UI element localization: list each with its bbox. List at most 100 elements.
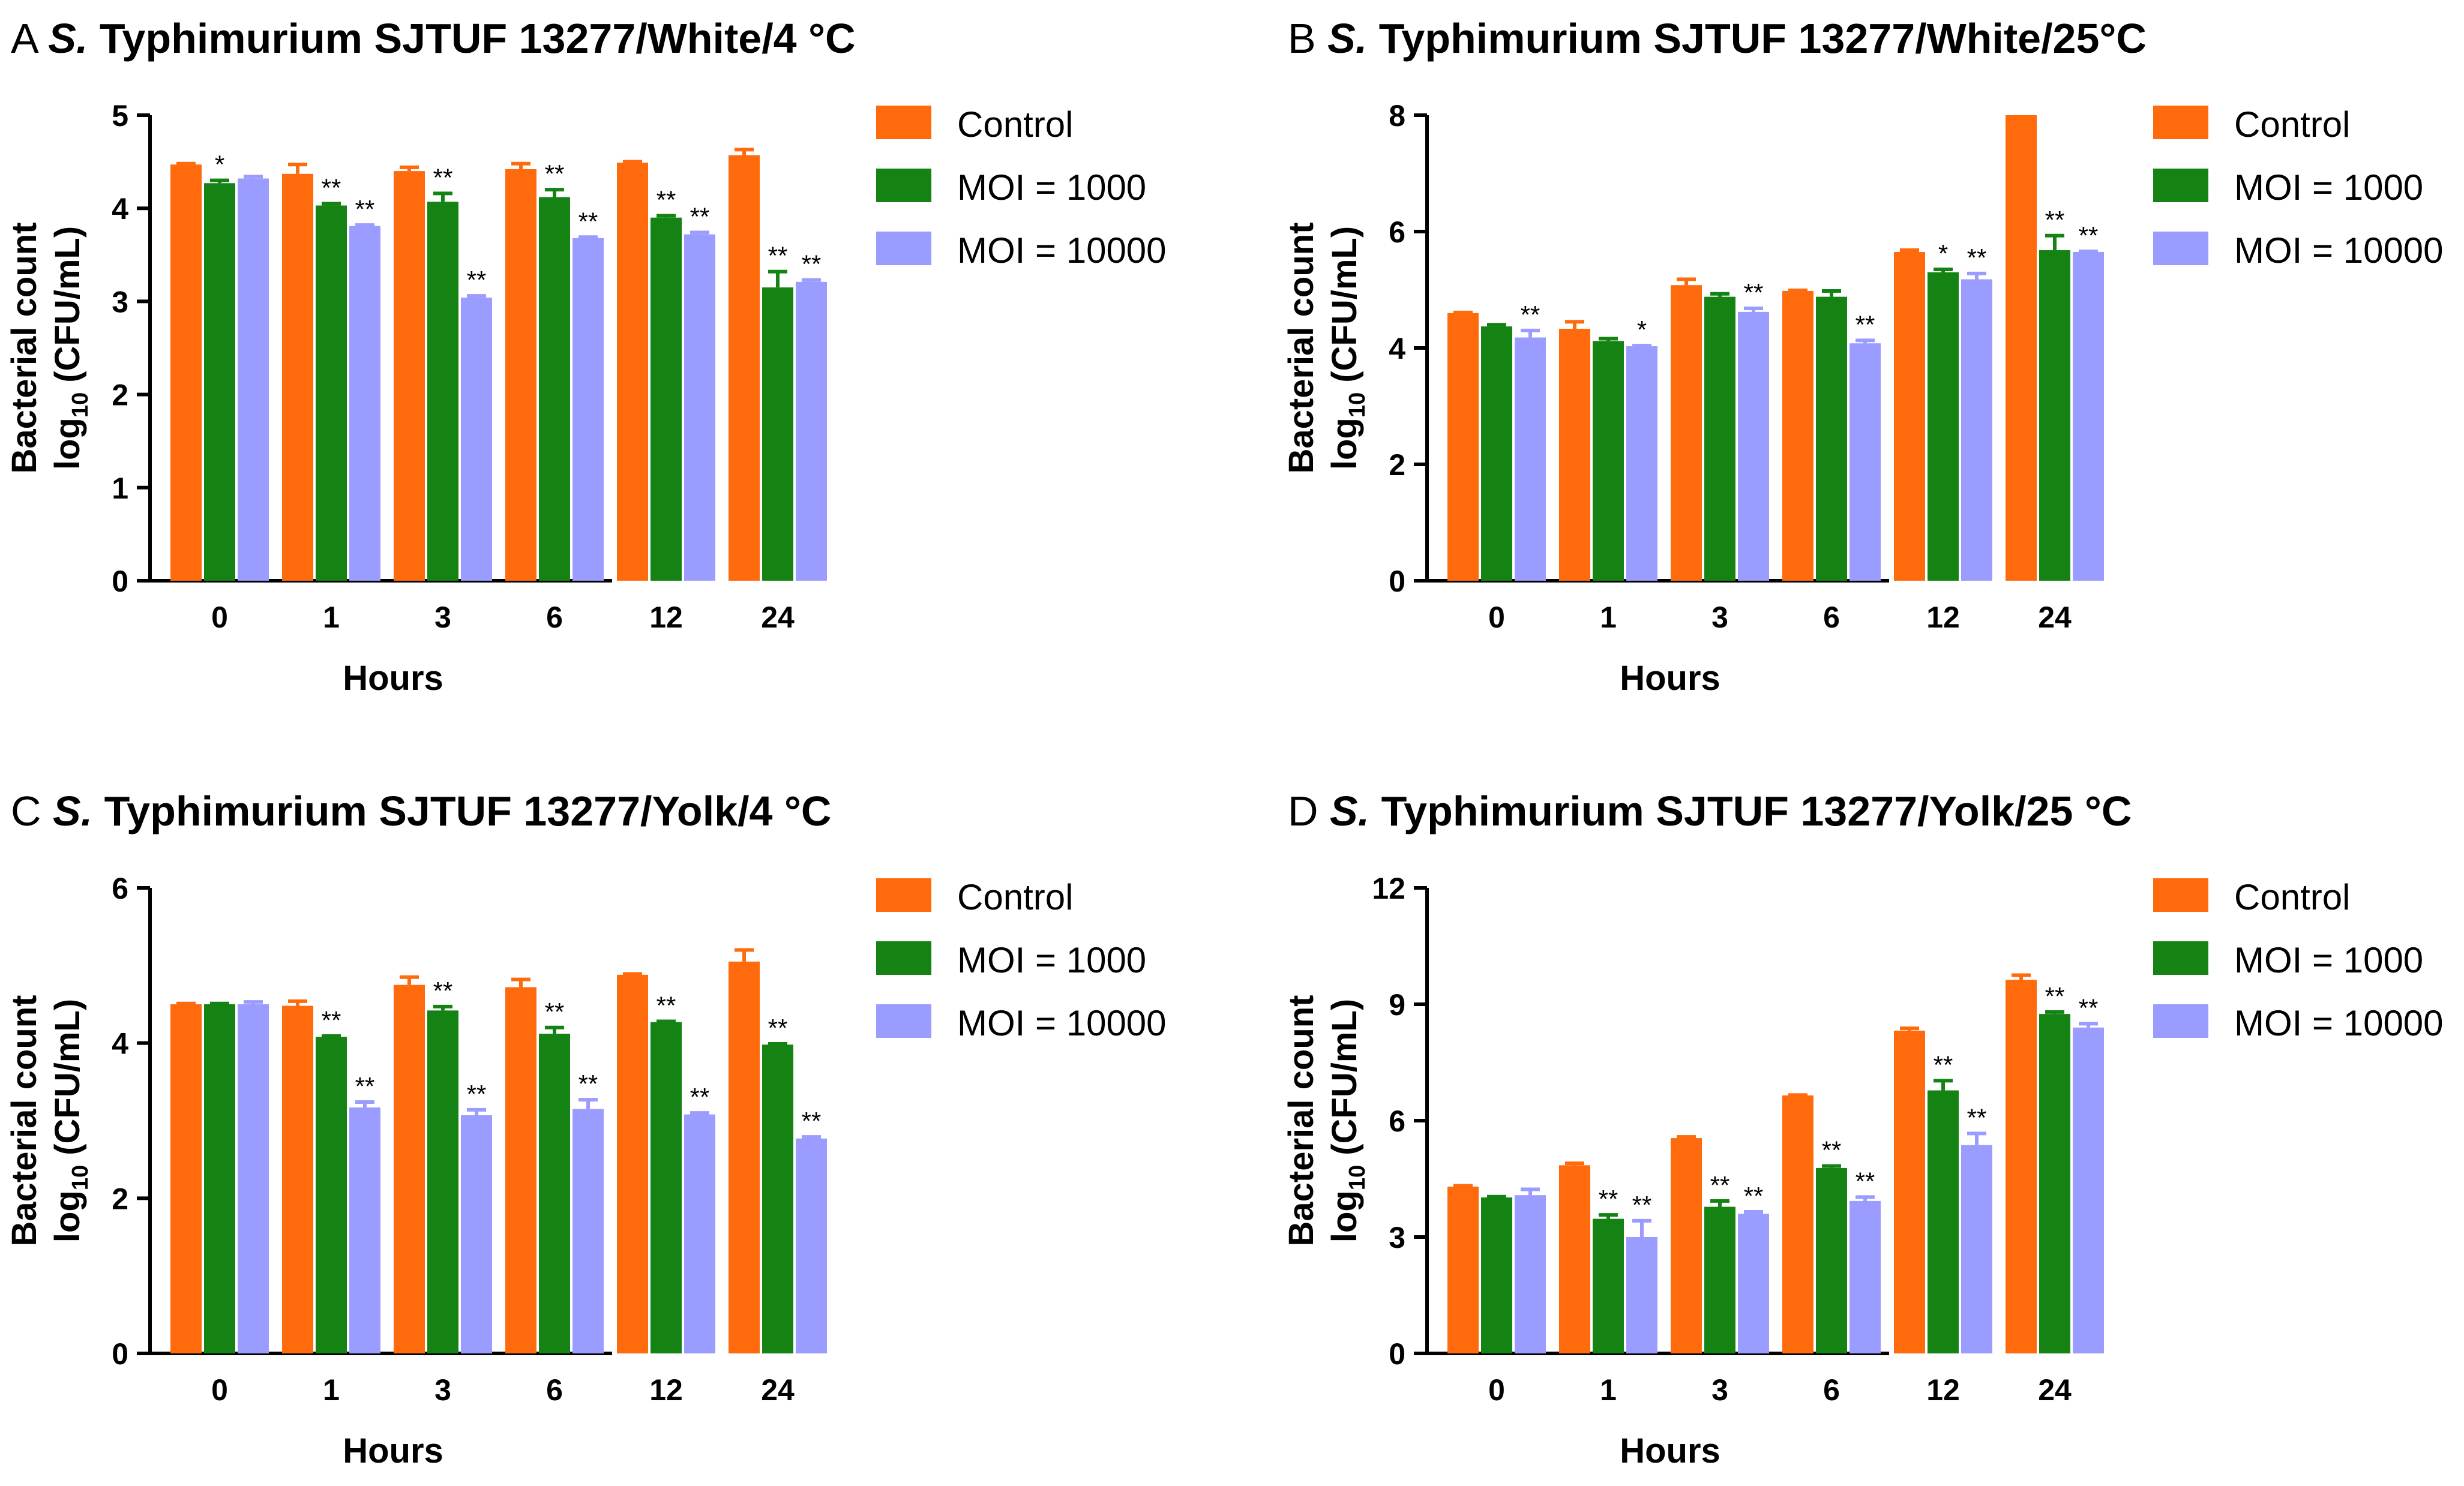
y-tick-label: 12 [1372, 872, 1405, 905]
significance-mark: * [1938, 239, 1948, 268]
significance-mark: ** [322, 1006, 341, 1034]
legend-label: Control [2234, 877, 2350, 917]
y-axis-label-line2: log10 (CFU/mL) [1325, 999, 1370, 1242]
title-text: Typhimurium SJTUF 13277/Yolk/4 °C [92, 788, 831, 834]
bar-moi-10000-1h [1626, 346, 1657, 581]
bar-moi-1000-0h [1481, 326, 1512, 581]
bar-moi-10000-0h [238, 1004, 269, 1353]
significance-mark: ** [355, 1072, 375, 1100]
bar-control-1h [282, 173, 313, 581]
bar-moi-10000-1h [349, 1107, 380, 1353]
bar-moi-1000-3h [427, 202, 458, 581]
x-tick-label: 24 [2038, 1373, 2072, 1407]
y-tick-label: 1 [112, 472, 128, 505]
bar-moi-1000-24h [762, 287, 793, 581]
bar-moi-10000-0h [238, 178, 269, 581]
bar-moi-1000-1h [316, 1037, 347, 1353]
significance-mark: ** [1856, 1167, 1875, 1195]
bar-moi-10000-1h [1626, 1237, 1657, 1353]
significance-mark: ** [322, 173, 341, 202]
ylabel-log: log [48, 418, 87, 470]
bar-moi-10000-12h [684, 1114, 715, 1353]
ylabel-units: (CFU/mL) [1325, 226, 1364, 392]
significance-mark: ** [2079, 221, 2099, 250]
y-tick-label: 4 [112, 192, 128, 226]
bar-control-3h [394, 984, 425, 1353]
panel-title: B S. Typhimurium SJTUF 13277/White/25°C [1288, 15, 2147, 62]
y-axis-label-line1: Bacterial count [5, 995, 44, 1247]
significance-mark: ** [802, 250, 822, 278]
legend-label: MOI = 1000 [957, 940, 1146, 980]
significance-mark: ** [433, 977, 453, 1005]
ylabel-units: (CFU/mL) [1325, 999, 1364, 1165]
y-tick-label: 2 [112, 379, 128, 412]
x-axis-label: Hours [343, 659, 443, 698]
x-tick-label: 3 [1711, 1373, 1728, 1407]
x-tick-label: 0 [211, 601, 228, 634]
significance-mark: ** [1710, 1171, 1730, 1199]
significance-mark: ** [1856, 310, 1875, 338]
bar-control-3h [394, 171, 425, 581]
legend-swatch [876, 941, 931, 975]
legend-label: MOI = 1000 [2234, 167, 2423, 208]
legend-swatch [876, 878, 931, 912]
significance-mark: ** [433, 163, 453, 191]
bar-control-24h [729, 961, 760, 1353]
legend-label: Control [957, 104, 1073, 145]
x-tick-label: 0 [1488, 1373, 1505, 1407]
ylabel-subscript: 10 [68, 1165, 93, 1190]
significance-mark: ** [578, 207, 598, 235]
bar-control-1h [1559, 328, 1590, 581]
bar-control-6h [1782, 1095, 1813, 1353]
x-tick-label: 24 [761, 601, 795, 634]
bar-moi-10000-3h [461, 1115, 492, 1353]
bar-moi-10000-24h [796, 281, 827, 581]
bar-moi-10000-6h [572, 238, 604, 581]
legend-swatch [876, 106, 931, 139]
significance-mark: ** [1822, 1136, 1842, 1164]
y-axis-label-line2: log10 (CFU/mL) [48, 999, 93, 1242]
bar-moi-10000-24h [796, 1138, 827, 1353]
panel-d: D S. Typhimurium SJTUF 13277/Yolk/25 °C B… [1282, 788, 2444, 1470]
legend-swatch [2153, 106, 2208, 139]
x-tick-label: 0 [211, 1373, 228, 1407]
title-space [37, 15, 48, 62]
bar-control-24h [2006, 980, 2037, 1353]
bar-moi-1000-0h [204, 1004, 235, 1353]
panel-letter: B [1288, 15, 1316, 62]
y-tick-label: 0 [112, 1337, 128, 1371]
panel-a: A S. Typhimurium SJTUF 13277/White/4 °C B… [5, 15, 1167, 698]
title-space [41, 788, 53, 834]
bar-control-6h [505, 987, 536, 1353]
bar-control-0h [1447, 1186, 1479, 1353]
bar-moi-1000-1h [1593, 1218, 1624, 1353]
x-axis-label: Hours [343, 1431, 443, 1470]
significance-mark: ** [1521, 301, 1540, 329]
significance-mark: ** [467, 266, 487, 294]
bar-moi-1000-0h [204, 183, 235, 581]
bar-control-12h [617, 163, 648, 581]
legend-swatch [876, 1004, 931, 1038]
significance-mark: ** [545, 998, 565, 1026]
panel-letter: C [11, 788, 41, 834]
title-genus: S. [53, 788, 92, 834]
y-axis-label-line2: log10 (CFU/mL) [1325, 226, 1370, 470]
bar-moi-1000-12h [651, 217, 682, 581]
bar-control-1h [282, 1005, 313, 1353]
ylabel-log: log [1325, 1190, 1364, 1242]
ylabel-subscript: 10 [1345, 1165, 1370, 1190]
x-tick-label: 0 [1488, 601, 1505, 634]
bar-moi-10000-3h [461, 298, 492, 581]
ylabel-units: (CFU/mL) [48, 226, 87, 392]
x-tick-label: 1 [323, 601, 340, 634]
significance-mark: ** [1967, 1103, 1987, 1131]
title-text: Typhimurium SJTUF 13277/White/25°C [1367, 15, 2147, 62]
y-tick-label: 4 [1389, 332, 1405, 365]
bar-control-0h [170, 1004, 202, 1353]
significance-mark: ** [2045, 206, 2065, 234]
bar-moi-1000-3h [1704, 1206, 1735, 1353]
significance-mark: ** [1632, 1191, 1652, 1219]
bar-moi-1000-6h [1816, 1167, 1847, 1353]
panel-b: B S. Typhimurium SJTUF 13277/White/25°CB… [1282, 15, 2444, 698]
